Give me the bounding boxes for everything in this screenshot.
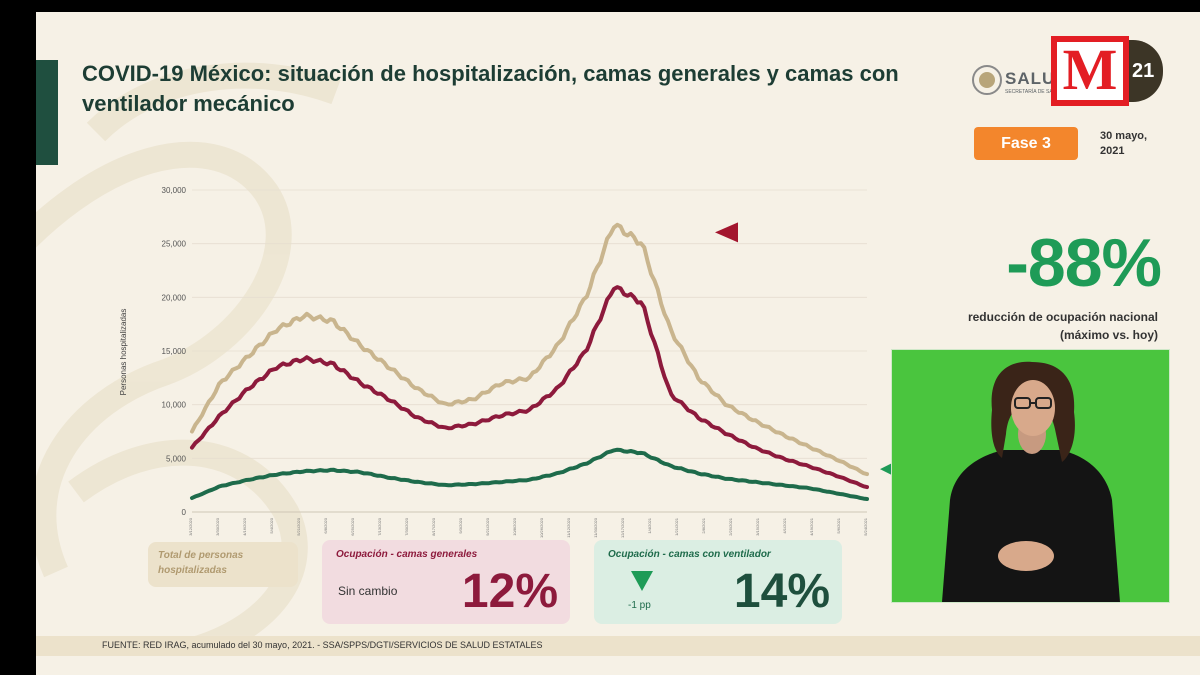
ventilator-beds-card: Ocupación - camas con ventilador -1 pp 1… <box>594 540 842 624</box>
series-line-1 <box>190 222 869 477</box>
x-tick-label: 3/30/2020 <box>215 517 220 536</box>
ventilator-beds-title: Ocupación - camas con ventilador <box>608 549 771 560</box>
hospitalization-chart: 30,000 25,000 20,000 15,000 10,000 5,000 0 Pers… <box>119 186 892 538</box>
x-tick-label: 9/21/2020 <box>485 517 490 536</box>
general-beds-title: Ocupación - camas generales <box>336 549 478 560</box>
x-tick-label: 6/25/2020 <box>350 517 355 536</box>
reduction-caption: reducción de ocupación nacional (máximo … <box>926 308 1158 344</box>
x-tick-label: 2/25/2021 <box>728 517 733 536</box>
x-tick-label: 5/24/2021 <box>863 517 868 536</box>
down-arrow-icon <box>631 571 653 591</box>
x-tick-label: 11/30/2020 <box>593 517 598 537</box>
x-tick-label: 3/15/2021 <box>755 517 760 536</box>
x-tick-label: 4/1/2021 <box>782 517 787 533</box>
total-legend-label: Total de personas hospitalizadas <box>158 550 244 576</box>
x-tick-label: 10/26/2020 <box>539 517 544 538</box>
y-tick-label: 30,000 <box>162 186 187 195</box>
current-marker-icon <box>880 463 892 476</box>
x-tick-label: 3/12/2020 <box>188 517 193 536</box>
y-tick-label: 20,000 <box>162 293 187 302</box>
milenio-logo: M <box>1051 36 1129 106</box>
source-footer-text: FUENTE: RED IRAG, acumulado del 30 mayo,… <box>102 640 543 650</box>
y-tick-label: 25,000 <box>162 240 187 249</box>
series-line-3 <box>190 447 869 501</box>
title-accent-bar <box>36 60 58 165</box>
x-tick-label: 12/17/2020 <box>620 517 625 538</box>
reduction-caption-line1: reducción de ocupación nacional <box>967 310 1158 324</box>
x-tick-label: 5/21/2020 <box>296 517 301 536</box>
x-tick-label: 1/4/2021 <box>647 517 652 533</box>
y-tick-label: 5,000 <box>166 454 187 463</box>
x-tick-label: 6/8/2020 <box>323 517 328 533</box>
slide: COVID-19 México: situación de hospitaliz… <box>36 12 1200 675</box>
peak-marker-icon <box>715 222 738 243</box>
phase-badge: Fase 3 <box>974 127 1078 160</box>
source-footer: FUENTE: RED IRAG, acumulado del 30 mayo,… <box>36 636 1200 656</box>
sign-language-interpreter-video <box>891 349 1170 603</box>
x-tick-label: 7/13/2020 <box>377 517 382 536</box>
general-beds-card: Ocupación - camas generales Sin cambio 1… <box>322 540 570 624</box>
x-tick-label: 5/6/2021 <box>836 517 841 533</box>
x-tick-label: 8/17/2020 <box>431 517 436 536</box>
x-tick-label: 4/19/2021 <box>809 517 814 536</box>
y-axis-label: Personas hospitalizadas <box>119 309 128 396</box>
x-tick-label: 7/30/2020 <box>404 517 409 536</box>
x-tick-label: 10/8/2020 <box>512 517 517 536</box>
page-title: COVID-19 México: situación de hospitaliz… <box>82 61 899 116</box>
x-tick-label: 9/3/2020 <box>458 517 463 533</box>
x-tick-label: 4/16/2020 <box>242 517 247 536</box>
logo-subtext: SECRETARÍA DE SALUD <box>1005 89 1063 95</box>
ventilator-beds-change: -1 pp <box>628 600 651 611</box>
total-legend-card: Total de personas hospitalizadas <box>148 542 298 587</box>
general-beds-status: Sin cambio <box>338 584 398 598</box>
milenio-logo-box <box>1057 42 1123 100</box>
y-tick-label: 15,000 <box>162 347 187 356</box>
x-tick-label: 5/4/2020 <box>269 517 274 533</box>
interpreter-figure <box>942 361 1120 602</box>
coat-of-arms-icon <box>972 65 1002 95</box>
series-line-2 <box>190 285 869 490</box>
x-tick-label: 11/12/2020 <box>566 517 571 537</box>
y-tick-label: 0 <box>182 508 187 517</box>
y-tick-label: 10,000 <box>162 401 187 410</box>
x-tick-label: 2/8/2021 <box>701 517 706 533</box>
ventilator-beds-percentage: 14% <box>733 565 830 618</box>
reduction-caption-line2: (máximo vs. hoy) <box>1059 328 1158 342</box>
milenio-logo-letter: M <box>1062 37 1118 102</box>
reduction-percentage: -88% <box>1006 225 1162 301</box>
report-date: 30 mayo, 2021 <box>1100 130 1148 157</box>
general-beds-percentage: 12% <box>461 565 558 618</box>
x-tick-label: 1/21/2021 <box>674 517 679 536</box>
